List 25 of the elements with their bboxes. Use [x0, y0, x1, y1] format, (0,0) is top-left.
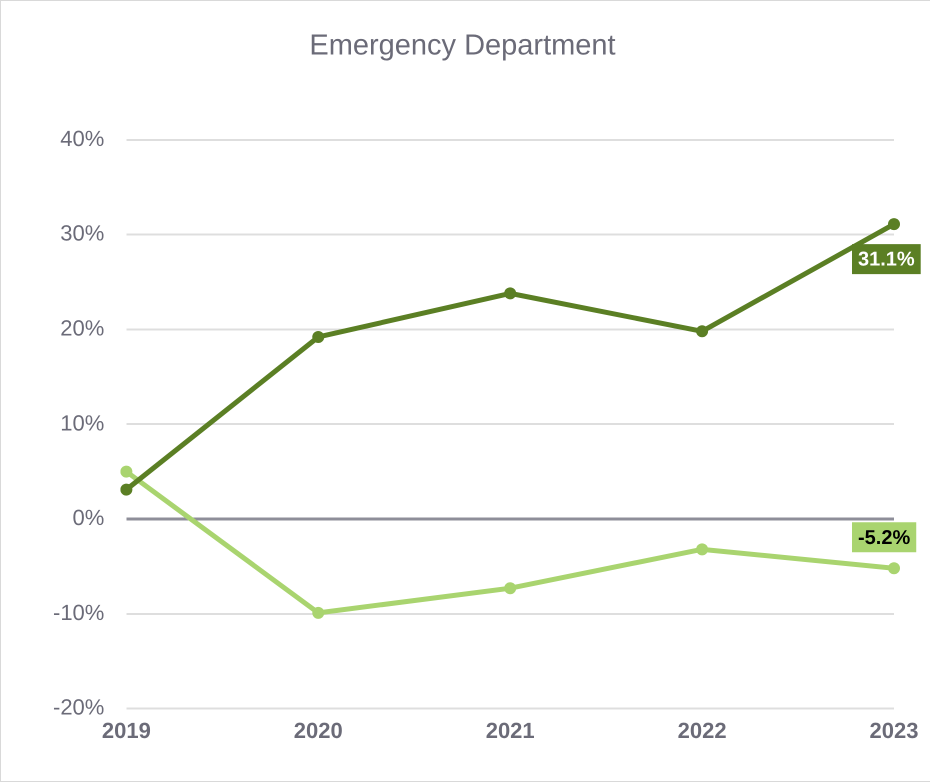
point: [888, 218, 900, 230]
point: [696, 325, 708, 338]
y-tick-label: 40%: [60, 126, 104, 151]
point: [120, 484, 132, 496]
y-tick-label: -20%: [53, 694, 104, 720]
x-tick-label: 2020: [294, 718, 343, 743]
chart-title: Emergency Department: [309, 29, 616, 62]
y-tick-label: 10%: [60, 410, 104, 436]
point: [888, 562, 900, 574]
x-tick-label: 2019: [102, 718, 151, 743]
point: [312, 330, 324, 343]
y-tick-label: -10%: [53, 600, 104, 625]
point: [504, 582, 516, 594]
y-tick-label: 0%: [72, 505, 104, 530]
y-tick-label: 20%: [60, 315, 104, 340]
point: [696, 543, 708, 556]
point: [312, 606, 324, 619]
point: [504, 287, 516, 300]
x-tick-label: 2023: [870, 718, 918, 743]
data-label: 31.1%: [858, 248, 915, 271]
y-tick-label: 30%: [60, 220, 104, 246]
x-tick-label: 2021: [486, 718, 535, 743]
point: [120, 466, 132, 478]
data-label: -5.2%: [858, 526, 910, 549]
x-tick-label: 2022: [678, 718, 727, 743]
